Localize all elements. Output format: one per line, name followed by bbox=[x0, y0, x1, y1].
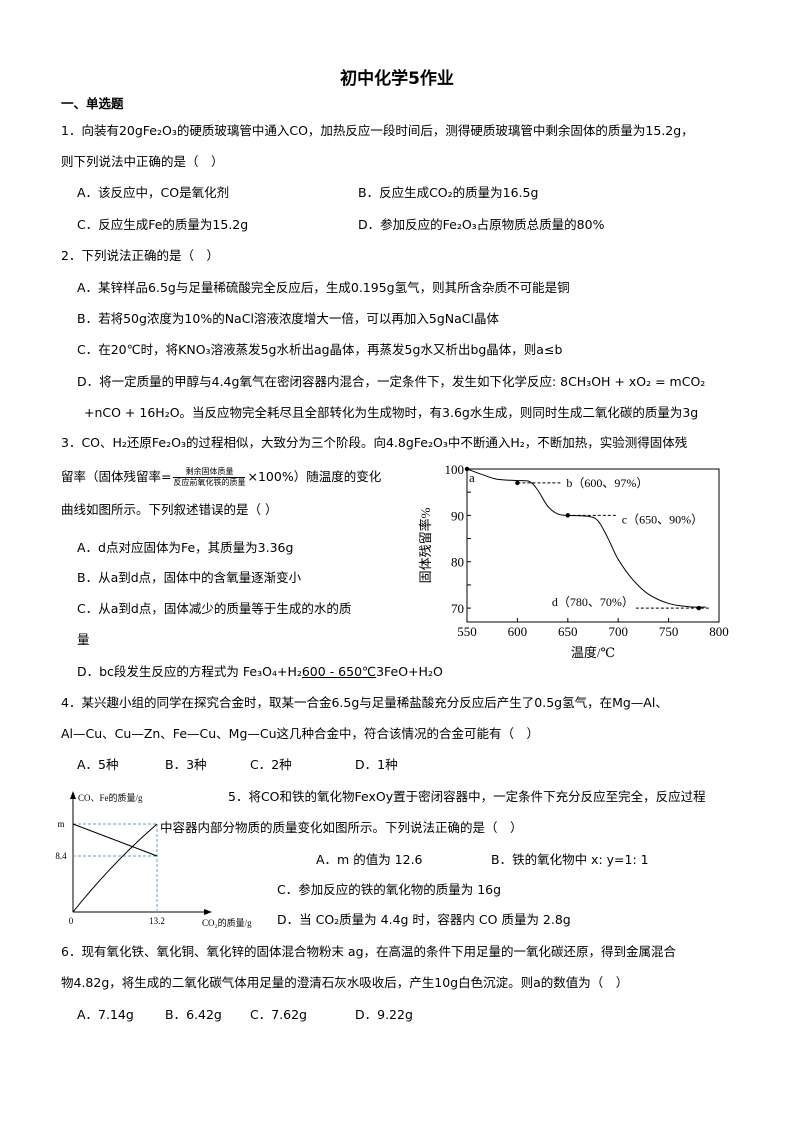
q2-option-d-cont: +nCO + 16H₂O。当反应物完全耗尽且全部转化为生成物时，有3.6g水生成… bbox=[84, 405, 699, 420]
q3-option-d-pre: D．bc段发生反应的方程式为 Fe₃O₄+H₂ bbox=[77, 664, 302, 679]
y-axis-label: CO、Fe的质量/g bbox=[78, 792, 143, 803]
q1-option-c[interactable]: C．反应生成Fe的质量为15.2g bbox=[77, 217, 249, 232]
q1-option-d[interactable]: D．参加反应的Fe₂O₃占原物质总质量的80% bbox=[358, 217, 605, 232]
x-tick-label: 600 bbox=[508, 624, 528, 639]
fraction-numerator: 剩余固体质量 bbox=[173, 467, 246, 478]
q5-stem: 5．将CO和铁的氧化物FexOy置于密闭容器中，一定条件下充分反应至完全，反应过… bbox=[228, 789, 706, 804]
q1-option-a[interactable]: A．该反应中，CO是氧化剂 bbox=[77, 185, 230, 200]
point-label-c: c（650、90%） bbox=[622, 512, 703, 526]
q4-stem-cont: Al—Cu、Cu—Zn、Fe—Cu、Mg—Cu这几种合金中，符合该情况的合金可能… bbox=[61, 726, 540, 741]
q4-option-a[interactable]: A．5种 bbox=[77, 757, 119, 772]
y-axis-label: 固体残留率% bbox=[418, 507, 433, 583]
q6-stem: 6．现有氧化铁、氧化铜、氧化锌的固体混合物粉末 ag，在高温的条件下用足量的一氧… bbox=[61, 944, 677, 959]
y-tick-label-m: m bbox=[57, 819, 64, 829]
y-tick-label: 80 bbox=[451, 555, 464, 570]
q6-option-d[interactable]: D．9.22g bbox=[355, 1007, 413, 1022]
x-axis-label: 温度/℃ bbox=[571, 645, 615, 660]
x-axis-arrow bbox=[204, 909, 212, 915]
q2-option-a[interactable]: A．某锌样品6.5g与足量稀硫酸完全反应后，生成0.195g氢气，则其所含杂质不… bbox=[77, 280, 570, 295]
y-tick-label: 90 bbox=[451, 508, 464, 523]
q3-option-d-post: 3FeO+H₂O bbox=[376, 664, 443, 679]
q6-option-c[interactable]: C．7.62g bbox=[250, 1007, 307, 1022]
q3-option-d[interactable]: D．bc段发生反应的方程式为 Fe₃O₄+H₂600 - 650℃3FeO+H₂… bbox=[77, 664, 443, 680]
y-tick-label: 70 bbox=[451, 601, 464, 616]
origin-label: 0 bbox=[69, 916, 74, 926]
q2-stem: 2．下列说法正确的是（ ） bbox=[61, 248, 219, 263]
q5-option-b[interactable]: B．铁的氧化物中 x: y=1: 1 bbox=[491, 852, 649, 867]
y-axis-arrow bbox=[70, 791, 76, 799]
q3-option-b[interactable]: B．从a到d点，固体中的含氧量逐渐变小 bbox=[77, 570, 302, 585]
q5-option-c[interactable]: C．参加反应的铁的氧化物的质量为 16g bbox=[277, 882, 502, 897]
series-co-line bbox=[72, 823, 158, 857]
q3-stem-line3: 曲线如图所示。下列叙述错误的是（ ） bbox=[61, 502, 278, 517]
q3-stem-pre: 留率（固体残留率= bbox=[61, 469, 172, 484]
page-title: 初中化学5作业 bbox=[340, 69, 454, 89]
point-label-a: a bbox=[469, 470, 475, 485]
point-label-d: d（780、70%） bbox=[552, 595, 634, 609]
fraction-denominator: 反应前氧化铁的质量 bbox=[173, 478, 246, 487]
reaction-condition: 600 - 650℃ bbox=[301, 664, 377, 679]
y-tick-label-8-4: 8.4 bbox=[55, 851, 67, 861]
q3-option-c[interactable]: C．从a到d点，固体减少的质量等于生成的水的质 bbox=[77, 601, 352, 616]
mass-change-chart: CO、Fe的质量/g CO₂的质量/g 0 13.2 m 8.4 bbox=[55, 791, 252, 928]
point-b bbox=[515, 480, 520, 486]
q1-option-b[interactable]: B．反应生成CO₂的质量为16.5g bbox=[358, 185, 539, 200]
q4-option-d[interactable]: D．1种 bbox=[355, 757, 398, 772]
q2-option-c[interactable]: C．在20℃时，将KNO₃溶液蒸发5g水析出ag晶体，再蒸发5g水又析出bg晶体… bbox=[77, 342, 563, 357]
section-heading: 一、单选题 bbox=[61, 96, 124, 111]
y-tick-label: 100 bbox=[445, 462, 465, 477]
q3-stem-cont: 留率（固体残留率= 剩余固体质量 反应前氧化铁的质量 ×100%）随温度的变化 bbox=[61, 467, 381, 488]
q5-option-a[interactable]: A．m 的值为 12.6 bbox=[316, 852, 423, 867]
q3-option-c-cont: 量 bbox=[77, 632, 90, 647]
x-tick-label: 750 bbox=[659, 624, 679, 639]
x-tick-label: 13.2 bbox=[149, 916, 165, 926]
q4-stem: 4．某兴趣小组的同学在探究合金时，取某一合金6.5g与足量稀盐酸充分反应后产生了… bbox=[61, 695, 668, 710]
q4-option-b[interactable]: B．3种 bbox=[165, 757, 207, 772]
q2-option-d[interactable]: D．将一定质量的甲醇与4.4g氧气在密闭容器内混合，一定条件下，发生如下化学反应… bbox=[77, 374, 706, 389]
x-tick-label: 700 bbox=[608, 624, 628, 639]
x-tick-label: 550 bbox=[457, 624, 477, 639]
q5-stem-cont: 中容器内部分物质的质量变化如图所示。下列说法正确的是（ ） bbox=[160, 820, 523, 835]
q6-option-a[interactable]: A．7.14g bbox=[77, 1007, 134, 1022]
q6-stem-cont: 物4.82g，将生成的二氧化碳气体用足量的澄清石灰水吸收后，产生10g白色沉淀。… bbox=[61, 975, 629, 990]
residual-rate-fraction: 剩余固体质量 反应前氧化铁的质量 bbox=[173, 467, 246, 488]
q3-stem-post: ×100%）随温度的变化 bbox=[247, 469, 382, 484]
q1-stem-cont: 则下列说法中正确的是（ ） bbox=[61, 154, 224, 169]
q3-option-a[interactable]: A．d点对应固体为Fe，其质量为3.36g bbox=[77, 540, 294, 555]
q2-option-b[interactable]: B．若将50g浓度为10%的NaCl溶液浓度增大一倍，可以再加入5gNaCl晶体 bbox=[77, 311, 500, 326]
q1-stem: 1．向装有20gFe₂O₃的硬质玻璃管中通入CO，加热反应一段时间后，测得硬质玻… bbox=[61, 123, 694, 138]
q5-option-d[interactable]: D．当 CO₂质量为 4.4g 时，容器内 CO 质量为 2.8g bbox=[277, 912, 571, 927]
residual-rate-chart: 550 600 650 700 750 800 70 80 90 100 温度/℃ 固体残留率% a b（… bbox=[418, 462, 729, 660]
q6-option-b[interactable]: B．6.42g bbox=[165, 1007, 222, 1022]
q4-option-c[interactable]: C．2种 bbox=[250, 757, 292, 772]
point-c bbox=[565, 513, 570, 518]
x-tick-label: 650 bbox=[558, 624, 578, 639]
plot-frame bbox=[466, 468, 720, 623]
point-a bbox=[464, 466, 470, 472]
q3-stem: 3．CO、H₂还原Fe₂O₃的过程相似，大致分为三个阶段。向4.8gFe₂O₃中… bbox=[61, 435, 688, 450]
x-tick-label: 800 bbox=[709, 624, 729, 639]
x-axis-label: CO₂的质量/g bbox=[202, 917, 252, 928]
point-label-b: b（600、97%） bbox=[566, 476, 648, 490]
series-fe-line bbox=[72, 823, 158, 913]
